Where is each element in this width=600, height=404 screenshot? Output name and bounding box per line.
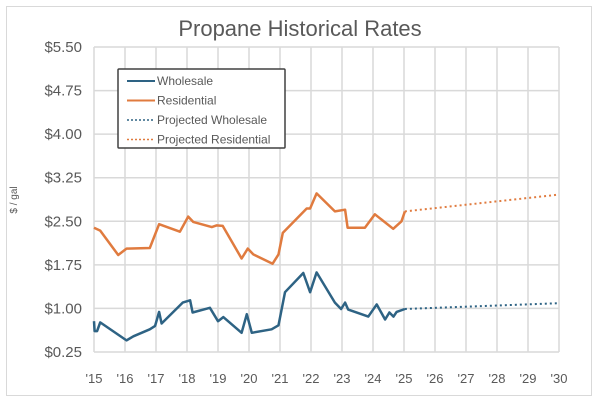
projected-residential-line (404, 193, 560, 213)
chart-title: Propane Historical Rates (178, 16, 421, 41)
y-tick-label: $4.75 (44, 83, 82, 100)
x-tick-label: '25 (396, 371, 413, 386)
y-axis-label: $ / gal (9, 186, 20, 213)
x-tick-labels: '15 '16 '17 '18 '19 '20 '21 '22 '23 '24 '25 '26 '27 '… (86, 371, 568, 386)
residential-line (93, 192, 407, 265)
series-lines (92, 192, 560, 342)
x-tick-label: '20 (241, 371, 258, 386)
x-tick-label: '30 (551, 371, 568, 386)
legend-label: Wholesale (157, 74, 213, 88)
x-tick-label: '18 (179, 371, 196, 386)
x-tick-label: '26 (427, 371, 444, 386)
legend-label: Residential (157, 94, 216, 108)
x-tick-label: '15 (86, 371, 103, 386)
y-tick-label: $2.50 (44, 213, 82, 230)
y-tick-label: $3.25 (44, 170, 82, 187)
chart-frame (6, 6, 592, 396)
wholesale-line (92, 271, 406, 342)
y-tick-label: $5.50 (44, 39, 82, 56)
x-tick-label: '29 (520, 371, 537, 386)
x-tick-label: '17 (148, 371, 165, 386)
x-tick-label: '16 (117, 371, 134, 386)
x-tick-label: '21 (272, 371, 289, 386)
legend-label: Projected Residential (157, 133, 270, 147)
y-tick-label: $4.00 (44, 126, 82, 143)
x-tick-label: '19 (210, 371, 227, 386)
x-tick-label: '28 (489, 371, 506, 386)
x-tick-label: '24 (365, 371, 382, 386)
x-tick-label: '22 (303, 371, 320, 386)
y-tick-label: $1.00 (44, 300, 82, 317)
projected-wholesale-line (404, 302, 560, 310)
legend: Wholesale Residential Projected Wholesale P… (117, 68, 286, 149)
y-tick-label: $0.25 (44, 344, 82, 361)
legend-label: Projected Wholesale (157, 113, 267, 127)
x-tick-label: '23 (334, 371, 351, 386)
x-tick-label: '27 (458, 371, 475, 386)
y-tick-labels: $5.50 $4.75 $4.00 $3.25 $2.50 $1.75 $1.00 $0.25 (44, 39, 82, 361)
y-tick-label: $1.75 (44, 257, 82, 274)
